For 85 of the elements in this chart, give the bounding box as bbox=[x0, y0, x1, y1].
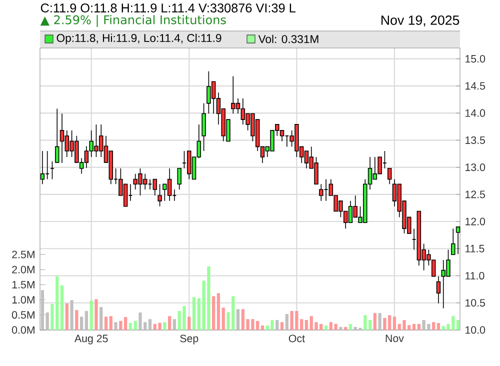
bar bbox=[75, 310, 78, 330]
bar bbox=[40, 290, 44, 330]
y-tick-label: 12.0 bbox=[466, 218, 486, 226]
candlestick bbox=[436, 276, 441, 304]
y2-tick-label: 2.5M bbox=[12, 250, 34, 258]
bar bbox=[128, 323, 132, 330]
y2-tick-label: 0.0M bbox=[12, 326, 34, 334]
bar bbox=[119, 320, 122, 330]
bar bbox=[80, 316, 84, 330]
bar bbox=[364, 315, 367, 330]
candlestick bbox=[40, 150, 45, 185]
candlestick bbox=[50, 160, 54, 180]
y-tick-label: 14.5 bbox=[466, 82, 486, 90]
bar bbox=[84, 310, 88, 330]
bar bbox=[324, 325, 328, 330]
bar bbox=[236, 309, 240, 330]
bar bbox=[168, 316, 172, 330]
x-tick-label: Oct bbox=[288, 334, 305, 342]
bar bbox=[124, 317, 128, 330]
x-tick-label: Aug 25 bbox=[74, 334, 108, 344]
candlestick bbox=[319, 184, 324, 202]
candlestick bbox=[202, 102, 206, 152]
y2-tick-label: 1.5M bbox=[12, 280, 34, 288]
y-tick-label: 10.5 bbox=[466, 299, 486, 307]
bar bbox=[90, 300, 93, 330]
bar bbox=[436, 323, 440, 330]
y-tick-label: 11.0 bbox=[466, 272, 484, 280]
bar bbox=[70, 300, 74, 330]
y-tick-label: 13.5 bbox=[466, 136, 486, 144]
bar bbox=[276, 320, 279, 330]
bar bbox=[373, 313, 376, 330]
bar bbox=[60, 285, 64, 330]
bar bbox=[114, 322, 118, 330]
candlestick bbox=[152, 178, 158, 196]
candlestick bbox=[387, 168, 392, 185]
text: Nov 19, 2025 bbox=[382, 15, 460, 27]
bar bbox=[94, 299, 98, 330]
bar bbox=[339, 326, 342, 330]
bar bbox=[280, 322, 284, 330]
bar bbox=[188, 316, 191, 330]
bar bbox=[348, 324, 352, 330]
y-tick-label: 14.0 bbox=[466, 109, 486, 117]
bar bbox=[392, 316, 396, 330]
y-tick-label: 11.5 bbox=[466, 244, 484, 252]
y-tick-label: 13.0 bbox=[466, 164, 486, 172]
legend-label: Op:11.8, Hi:11.9, Lo:11.4, Cl:11.9 bbox=[56, 34, 222, 44]
candlestick bbox=[451, 228, 456, 256]
y2-tick-label: 1.0M bbox=[12, 296, 34, 304]
bar bbox=[134, 320, 137, 330]
bar bbox=[109, 316, 112, 330]
bar bbox=[100, 307, 103, 330]
bar bbox=[368, 320, 372, 330]
y2-tick-label: 0.5M bbox=[12, 311, 34, 319]
chart-subtitle: ▲ 2.59% | Financial Institutions bbox=[40, 14, 226, 27]
chart-title: C:11.9 O:11.8 H:11.9 L:11.4 V:330876 VI:39 L bbox=[40, 4, 296, 12]
candlestick bbox=[158, 184, 162, 207]
bar bbox=[65, 303, 68, 330]
bar bbox=[304, 320, 308, 330]
candlestick bbox=[456, 226, 460, 254]
legend-label: Vol: 0.331M bbox=[258, 34, 318, 44]
y2-tick-label: 2.0M bbox=[12, 266, 34, 274]
bar bbox=[378, 313, 382, 330]
bar bbox=[216, 293, 220, 330]
y-tick-label: 12.5 bbox=[466, 190, 486, 198]
bar bbox=[212, 296, 216, 330]
bar bbox=[104, 316, 108, 330]
candlestick bbox=[177, 168, 182, 190]
bar bbox=[260, 325, 264, 330]
candlestick bbox=[55, 108, 60, 163]
bar bbox=[285, 314, 288, 330]
bar bbox=[417, 324, 420, 330]
bar bbox=[192, 297, 196, 330]
bar bbox=[46, 312, 49, 330]
y-tick-label: 10.0 bbox=[466, 326, 486, 334]
bar bbox=[222, 308, 225, 330]
bar bbox=[344, 326, 348, 330]
y-tick-label: 15.0 bbox=[466, 55, 486, 63]
bar bbox=[456, 320, 460, 330]
bar bbox=[412, 324, 416, 330]
x-tick-label: Sep bbox=[180, 334, 198, 344]
bar bbox=[432, 322, 436, 330]
x-tick-label: Nov bbox=[386, 334, 404, 342]
bar bbox=[163, 322, 166, 330]
bar bbox=[148, 319, 152, 330]
bar bbox=[172, 319, 176, 330]
